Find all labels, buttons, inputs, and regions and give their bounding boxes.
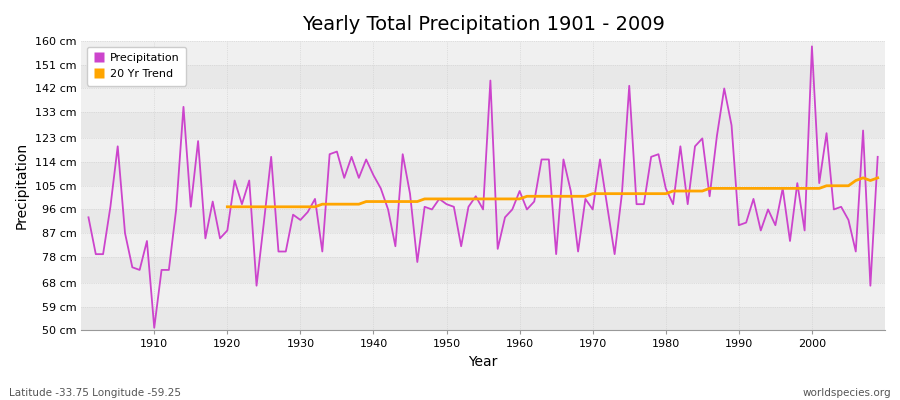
Bar [81, 162, 885, 186]
Title: Yearly Total Precipitation 1901 - 2009: Yearly Total Precipitation 1901 - 2009 [302, 15, 664, 34]
Bar [81, 257, 885, 283]
Bar [81, 186, 885, 210]
Y-axis label: Precipitation: Precipitation [15, 142, 29, 229]
Bar [81, 41, 885, 65]
Bar [81, 65, 885, 88]
Bar [81, 210, 885, 233]
X-axis label: Year: Year [468, 355, 498, 369]
Bar [81, 307, 885, 330]
Bar [81, 112, 885, 138]
Bar [81, 138, 885, 162]
Bar [81, 233, 885, 257]
Bar [81, 88, 885, 112]
Text: worldspecies.org: worldspecies.org [803, 388, 891, 398]
Bar [81, 283, 885, 307]
Legend: Precipitation, 20 Yr Trend: Precipitation, 20 Yr Trend [86, 47, 186, 86]
Text: Latitude -33.75 Longitude -59.25: Latitude -33.75 Longitude -59.25 [9, 388, 181, 398]
